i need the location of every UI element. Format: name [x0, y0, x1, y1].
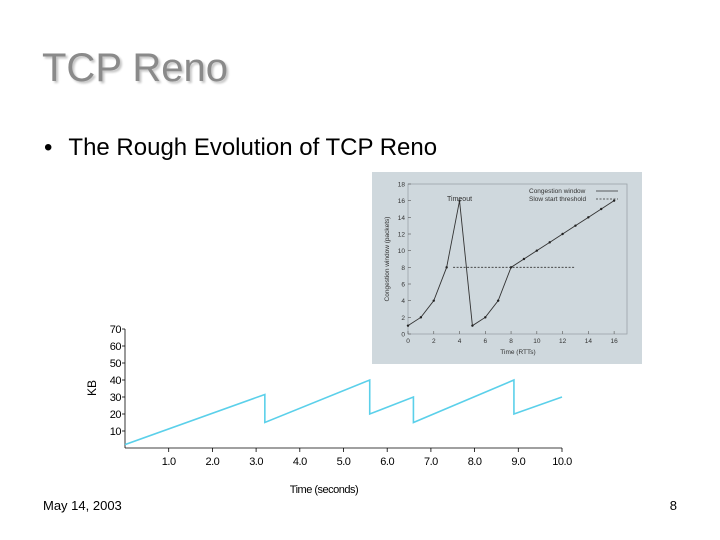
inset-congestion-window-point	[548, 241, 551, 244]
main-x-tick-label: 3.0	[249, 456, 263, 468]
inset-congestion-window-point	[406, 324, 410, 327]
main-y-tick-label: 70	[110, 324, 122, 336]
main-x-tick-label: 10.0	[552, 456, 572, 468]
inset-x-tick-label: 16	[611, 338, 619, 345]
inset-y-tick-label: 2	[401, 315, 405, 322]
main-y-tick-label: 40	[110, 375, 122, 387]
inset-y-tick-label: 0	[401, 332, 405, 339]
inset-background	[372, 172, 642, 364]
inset-x-axis-label: Time (RTTs)	[500, 349, 535, 356]
main-x-tick-label: 9.0	[511, 456, 525, 468]
inset-congestion-window-point	[612, 199, 616, 202]
inset-congestion-window-point	[484, 316, 487, 319]
inset-series-group	[406, 199, 616, 327]
main-x-tick-label: 2.0	[206, 456, 220, 468]
inset-y-tick-label: 14	[398, 215, 406, 222]
inset-plot-area	[407, 183, 628, 335]
inset-congestion-window-point	[535, 249, 539, 252]
main-y-tick-label: 20	[110, 409, 122, 421]
congestion-window-chart: 0 2 4 6 8 10 12 14 16 0 2 4 6 8 10 12 14 16 18 Timeout Con…	[372, 172, 642, 364]
inset-y-axis-label: Congestion window (packets)	[384, 217, 391, 302]
main-x-tick-label: 8.0	[468, 456, 482, 468]
inset-timeout-annotation: Timeout	[447, 196, 472, 203]
inset-congestion-window-point	[432, 299, 435, 302]
main-x-axis-label: Time (seconds)	[290, 484, 358, 496]
inset-congestion-window-point	[471, 324, 474, 327]
inset-x-tick-label: 10	[533, 338, 541, 345]
inset-y-tick-label: 18	[398, 182, 406, 189]
main-x-tick-label: 7.0	[424, 456, 438, 468]
inset-y-tick-label: 8	[401, 265, 405, 272]
inset-congestion-window-point	[445, 266, 448, 269]
main-y-tick-label: 10	[110, 426, 122, 438]
main-x-tick-label: 4.0	[293, 456, 307, 468]
inset-x-tick-label: 6	[483, 338, 487, 345]
inset-congestion-window-point	[458, 199, 461, 202]
kb-over-time-chart: 1.0 2.0 3.0 4.0 5.0 6.0 7.0 8.0 9.0 10.0102030405…	[85, 324, 573, 496]
main-axes: 1.0 2.0 3.0 4.0 5.0 6.0 7.0 8.0 9.0 10.0102030405…	[110, 324, 573, 468]
legend-label-congestion-window: Congestion window	[529, 188, 586, 195]
inset-x-tick-label: 0	[406, 338, 410, 345]
inset-congestion-window-point	[600, 207, 603, 211]
inset-congestion-window-point	[574, 224, 577, 227]
main-x-tick-label: 6.0	[380, 456, 394, 468]
inset-x-tick-label: 14	[585, 338, 593, 345]
slide-title: TCP Reno	[42, 46, 229, 90]
main-x-tick-label: 1.0	[162, 456, 176, 468]
main-series-line	[124, 378, 563, 446]
inset-x-tick-label: 12	[559, 338, 567, 345]
inset-congestion-window-point	[522, 257, 526, 261]
inset-y-tick-label: 4	[401, 298, 405, 305]
bullet-text: The Rough Evolution of TCP Reno	[68, 134, 438, 161]
main-y-axis-label: KB	[85, 380, 99, 396]
inset-y-tick-label: 6	[401, 282, 405, 289]
main-y-tick-label: 50	[110, 358, 122, 370]
inset-axes: 0 2 4 6 8 10 12 14 16 0 2 4 6 8 10 12 14 16 18	[398, 182, 618, 346]
inset-y-tick-label: 12	[398, 232, 406, 239]
legend-label-slow-start-threshold: Slow start threshold	[529, 196, 586, 203]
inset-congestion-window-point	[496, 299, 500, 302]
inset-congestion-window-point	[419, 316, 423, 319]
main-y-tick-label: 30	[110, 392, 122, 404]
main-series-group	[124, 378, 563, 446]
bullet-item: • The Rough Evolution of TCP Reno	[44, 134, 437, 162]
inset-y-tick-label: 16	[398, 198, 406, 205]
inset-legend: Congestion window Slow start threshold	[529, 188, 618, 203]
inset-x-tick-label: 2	[432, 338, 436, 345]
footer-date: May 14, 2003	[43, 498, 122, 513]
inset-x-tick-label: 8	[509, 338, 513, 345]
main-x-tick-label: 5.0	[337, 456, 351, 468]
inset-congestion-window-point	[587, 216, 590, 219]
inset-x-tick-label: 4	[458, 338, 462, 345]
main-y-tick-label: 60	[110, 341, 122, 353]
bullet-symbol: •	[44, 134, 53, 161]
inset-congestion-window-point	[561, 232, 564, 236]
inset-y-tick-label: 10	[398, 248, 406, 255]
page-number: 8	[669, 498, 677, 513]
